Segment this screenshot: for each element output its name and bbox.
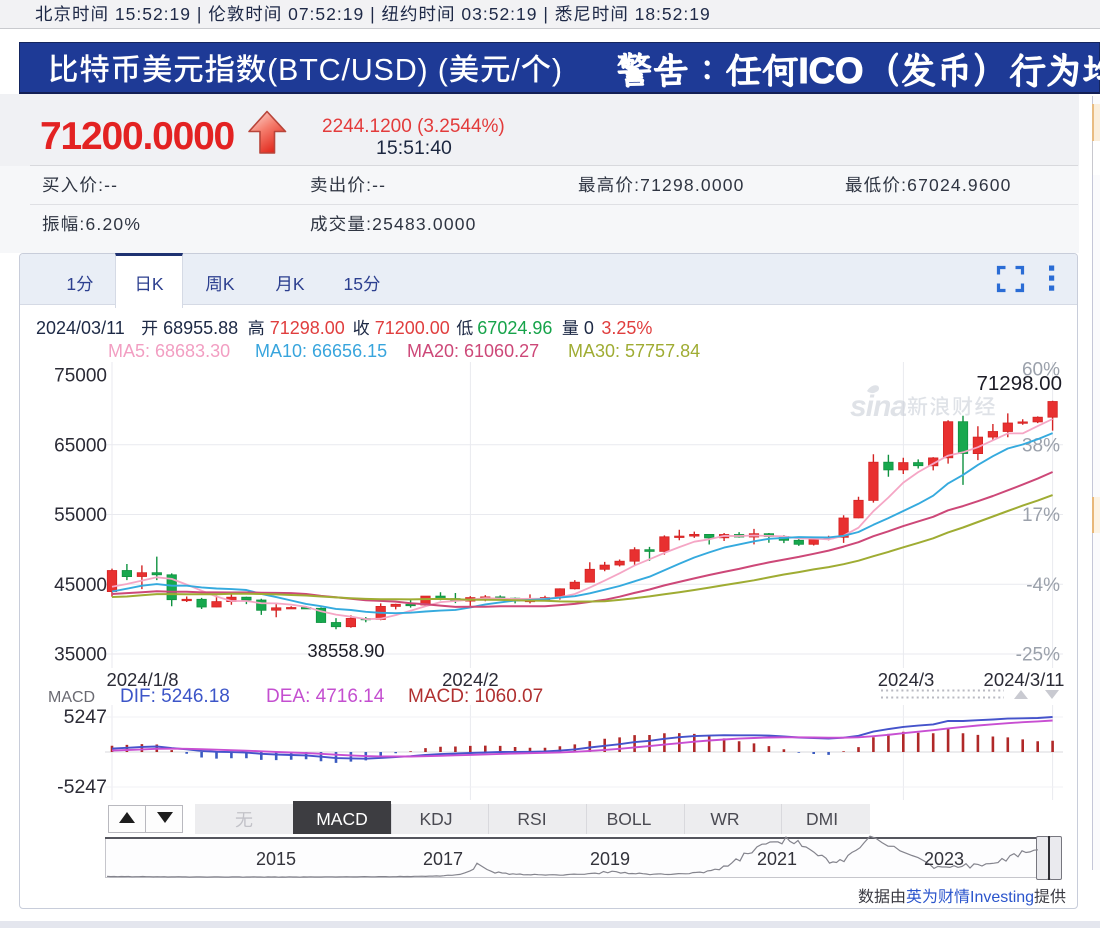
svg-text:-5247: -5247: [57, 776, 107, 798]
svg-text::--: :--: [98, 175, 118, 195]
svg-text:-25%: -25%: [1016, 645, 1060, 666]
svg-text:MACD: 1060.07: MACD: 1060.07: [408, 686, 543, 707]
svg-text:sina: sina: [850, 390, 906, 423]
svg-text:65000: 65000: [54, 435, 107, 456]
svg-text:K: K: [293, 274, 305, 294]
svg-text:MA30: 57757.84: MA30: 57757.84: [568, 341, 700, 361]
svg-text:07:52:19 |: 07:52:19 |: [288, 4, 376, 24]
svg-text:2015: 2015: [256, 849, 296, 869]
svg-text:5247: 5247: [64, 706, 107, 728]
svg-text:(BTC/USD) (: (BTC/USD) (: [267, 53, 449, 87]
svg-text:MA20: 61060.27: MA20: 61060.27: [407, 341, 539, 361]
svg-text:71298.00: 71298.00: [270, 318, 345, 338]
svg-text:ICO: ICO: [799, 50, 864, 91]
svg-text:15: 15: [344, 274, 363, 294]
svg-text:38558.90: 38558.90: [307, 640, 384, 661]
svg-text:WR: WR: [710, 809, 739, 829]
svg-text:BOLL: BOLL: [607, 809, 652, 829]
svg-text:45000: 45000: [54, 575, 107, 596]
svg-text:67024.96: 67024.96: [477, 318, 552, 338]
svg-text::6.20%: :6.20%: [79, 214, 141, 234]
svg-text:RSI: RSI: [517, 809, 546, 829]
svg-text:-4%: -4%: [1026, 575, 1060, 596]
svg-text:2017: 2017: [423, 849, 463, 869]
svg-text:0: 0: [584, 318, 594, 338]
svg-text:55000: 55000: [54, 505, 107, 526]
svg-text:2019: 2019: [590, 849, 630, 869]
svg-text:18:52:19: 18:52:19: [635, 4, 711, 24]
svg-text:2024/3/11: 2024/3/11: [984, 669, 1065, 690]
svg-text:2024/1/8: 2024/1/8: [106, 669, 178, 690]
svg-text:2023: 2023: [924, 849, 964, 869]
svg-text:1: 1: [66, 274, 76, 294]
svg-text:K: K: [223, 274, 235, 294]
svg-text:2024/2: 2024/2: [442, 669, 499, 690]
svg-text::71298.0000: :71298.0000: [634, 175, 745, 195]
svg-text::25483.0000: :25483.0000: [366, 214, 477, 234]
svg-text:71200.0000: 71200.0000: [40, 115, 235, 158]
svg-text:K: K: [152, 274, 164, 294]
svg-text:DEA: 4716.14: DEA: 4716.14: [266, 686, 385, 707]
svg-text:MACD: MACD: [316, 809, 368, 829]
svg-text:DIF: 5246.18: DIF: 5246.18: [120, 686, 230, 707]
svg-text:DMI: DMI: [806, 809, 838, 829]
svg-text:03:52:19 |: 03:52:19 |: [461, 4, 549, 24]
svg-text:2021: 2021: [757, 849, 797, 869]
svg-text:71298.00: 71298.00: [976, 372, 1062, 395]
svg-text:Investing: Investing: [970, 889, 1034, 906]
svg-text:2024/3: 2024/3: [878, 669, 935, 690]
svg-text:15:51:40: 15:51:40: [376, 137, 452, 159]
svg-text:3.25%: 3.25%: [601, 318, 652, 338]
svg-text:2244.1200 (3.2544%): 2244.1200 (3.2544%): [322, 116, 505, 137]
svg-text:35000: 35000: [54, 645, 107, 666]
svg-text:68955.88: 68955.88: [163, 318, 238, 338]
svg-text:60%: 60%: [1022, 360, 1060, 381]
svg-text:MA10: 66656.15: MA10: 66656.15: [255, 341, 387, 361]
svg-text:MACD: MACD: [48, 689, 95, 706]
svg-text::--: :--: [366, 175, 386, 195]
svg-text:KDJ: KDJ: [420, 809, 453, 829]
svg-text:75000: 75000: [54, 366, 107, 387]
svg-text:2024/03/11: 2024/03/11: [36, 318, 125, 338]
svg-text:71200.00: 71200.00: [375, 318, 450, 338]
svg-text:): ): [552, 53, 563, 87]
svg-text:15:52:19 |: 15:52:19 |: [115, 4, 203, 24]
svg-text::67024.9600: :67024.9600: [901, 175, 1012, 195]
svg-text:17%: 17%: [1022, 505, 1060, 526]
svg-text:/: /: [511, 53, 520, 87]
svg-text:MA5: 68683.30: MA5: 68683.30: [108, 341, 230, 361]
